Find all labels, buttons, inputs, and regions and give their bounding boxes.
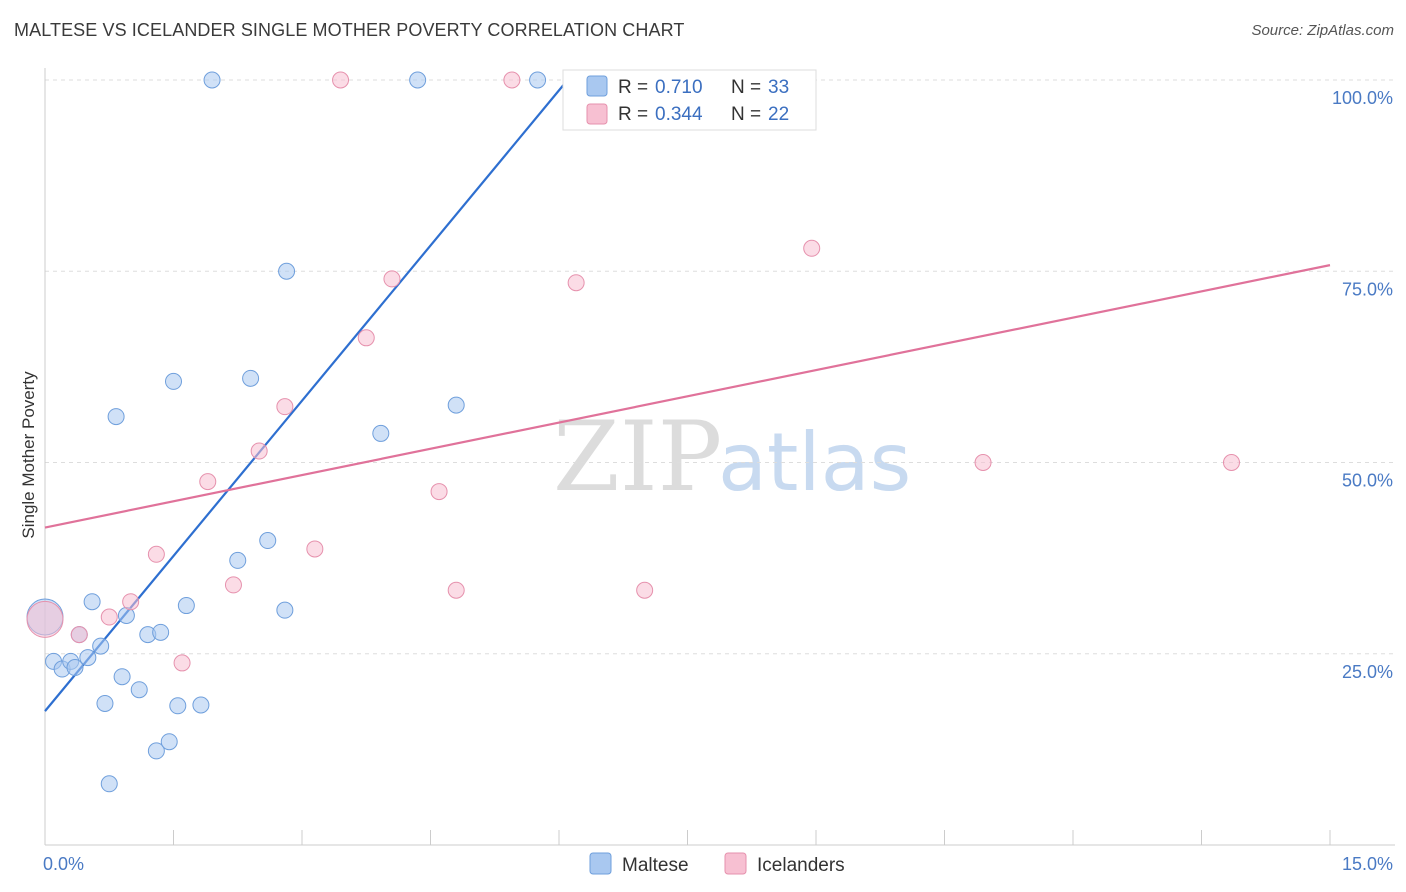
point-maltese-17 <box>152 623 170 641</box>
point-maltese-23 <box>203 71 221 89</box>
point-maltese-4 <box>66 659 84 677</box>
point-icelanders-6 <box>199 473 217 491</box>
series-legend-swatch-icelanders <box>724 852 747 875</box>
point-maltese-16 <box>147 742 165 760</box>
point-icelanders-5 <box>173 654 191 672</box>
series-legend-label-icelanders: Icelanders <box>757 855 845 876</box>
point-icelanders-17 <box>567 274 585 292</box>
point-icelanders-12 <box>357 329 375 347</box>
legend-n-label-maltese: N = <box>731 77 761 98</box>
point-icelanders-15 <box>447 581 465 599</box>
y-tick-label-2: 75.0% <box>1342 279 1393 299</box>
point-maltese-28 <box>278 262 296 280</box>
point-icelanders-1 <box>70 626 88 644</box>
point-maltese-30 <box>409 71 427 89</box>
y-axis-title: Single Mother Poverty <box>19 371 38 539</box>
legend-swatch-maltese <box>586 75 608 97</box>
point-maltese-32 <box>529 71 547 89</box>
legend-r-value-maltese: 0.710 <box>655 77 703 98</box>
point-maltese-8 <box>92 637 110 655</box>
source-credit: Source: ZipAtlas.com <box>1251 22 1394 39</box>
point-icelanders-20 <box>974 454 992 471</box>
point-maltese-22 <box>192 696 210 714</box>
watermark: ZIP atlas <box>553 401 911 513</box>
point-icelanders-9 <box>276 398 294 416</box>
x-tick-label-0: 0.0% <box>43 854 84 874</box>
point-icelanders-14 <box>430 483 448 501</box>
legend-r-label-icelanders: R = <box>618 104 648 125</box>
point-icelanders-7 <box>224 576 242 594</box>
y-tick-label-1: 50.0% <box>1342 471 1393 491</box>
point-icelanders-10 <box>306 540 324 558</box>
axes <box>44 68 1395 846</box>
legend-r-value-icelanders: 0.344 <box>655 104 703 125</box>
point-icelanders-11 <box>332 71 350 89</box>
x-tick-labels: 0.0% 15.0% <box>43 854 1393 874</box>
point-maltese-6 <box>79 649 97 667</box>
point-maltese-9 <box>96 694 114 712</box>
series-legend-swatch-maltese <box>589 852 612 875</box>
point-maltese-24 <box>229 551 247 569</box>
legend-n-value-maltese: 33 <box>768 77 789 98</box>
point-icelanders-3 <box>122 593 140 611</box>
point-maltese-20 <box>169 697 187 715</box>
y-tick-labels: 25.0% 50.0% 75.0% 100.0% <box>1332 88 1393 682</box>
point-maltese-29 <box>372 424 390 442</box>
point-maltese-11 <box>113 668 131 686</box>
point-icelanders-19 <box>803 239 821 257</box>
point-icelanders-18 <box>636 581 654 599</box>
point-maltese-14 <box>130 681 148 699</box>
point-maltese-13 <box>107 408 125 426</box>
point-maltese-31 <box>447 396 465 414</box>
point-icelanders-8 <box>250 442 268 460</box>
point-maltese-18 <box>160 733 178 751</box>
series-legend: Maltese Icelanders <box>589 852 845 876</box>
legend-swatch-icelanders <box>586 103 608 125</box>
point-maltese-27 <box>276 601 294 619</box>
chart-title: MALTESE VS ICELANDER SINGLE MOTHER POVER… <box>14 20 685 40</box>
watermark-zip: ZIP <box>553 401 722 513</box>
point-maltese-10 <box>100 775 118 793</box>
point-icelanders-2 <box>100 608 118 626</box>
point-maltese-7 <box>83 593 101 611</box>
point-icelanders-21 <box>1222 454 1240 471</box>
y-tick-label-0: 25.0% <box>1342 662 1393 682</box>
gridlines <box>45 79 1395 655</box>
point-icelanders-4 <box>147 545 165 563</box>
data-points <box>26 71 1240 793</box>
point-maltese-26 <box>259 532 277 550</box>
legend-n-value-icelanders: 22 <box>768 104 789 125</box>
y-tick-label-3: 100.0% <box>1332 88 1393 108</box>
point-maltese-21 <box>177 597 195 615</box>
point-icelanders-16 <box>503 71 521 89</box>
correlation-legend: R = 0.710 N = 33 R = 0.344 N = 22 <box>562 69 817 131</box>
trend-line-icelanders <box>44 264 1331 529</box>
legend-r-label-maltese: R = <box>618 77 648 98</box>
point-maltese-25 <box>242 369 260 387</box>
series-legend-label-maltese: Maltese <box>622 855 689 876</box>
trend-lines <box>44 79 1331 712</box>
x-tick-label-1: 15.0% <box>1342 854 1393 874</box>
point-icelanders-13 <box>383 270 401 288</box>
point-maltese-19 <box>165 372 182 390</box>
legend-n-label-icelanders: N = <box>731 104 761 125</box>
point-icelanders-0 <box>26 600 64 638</box>
